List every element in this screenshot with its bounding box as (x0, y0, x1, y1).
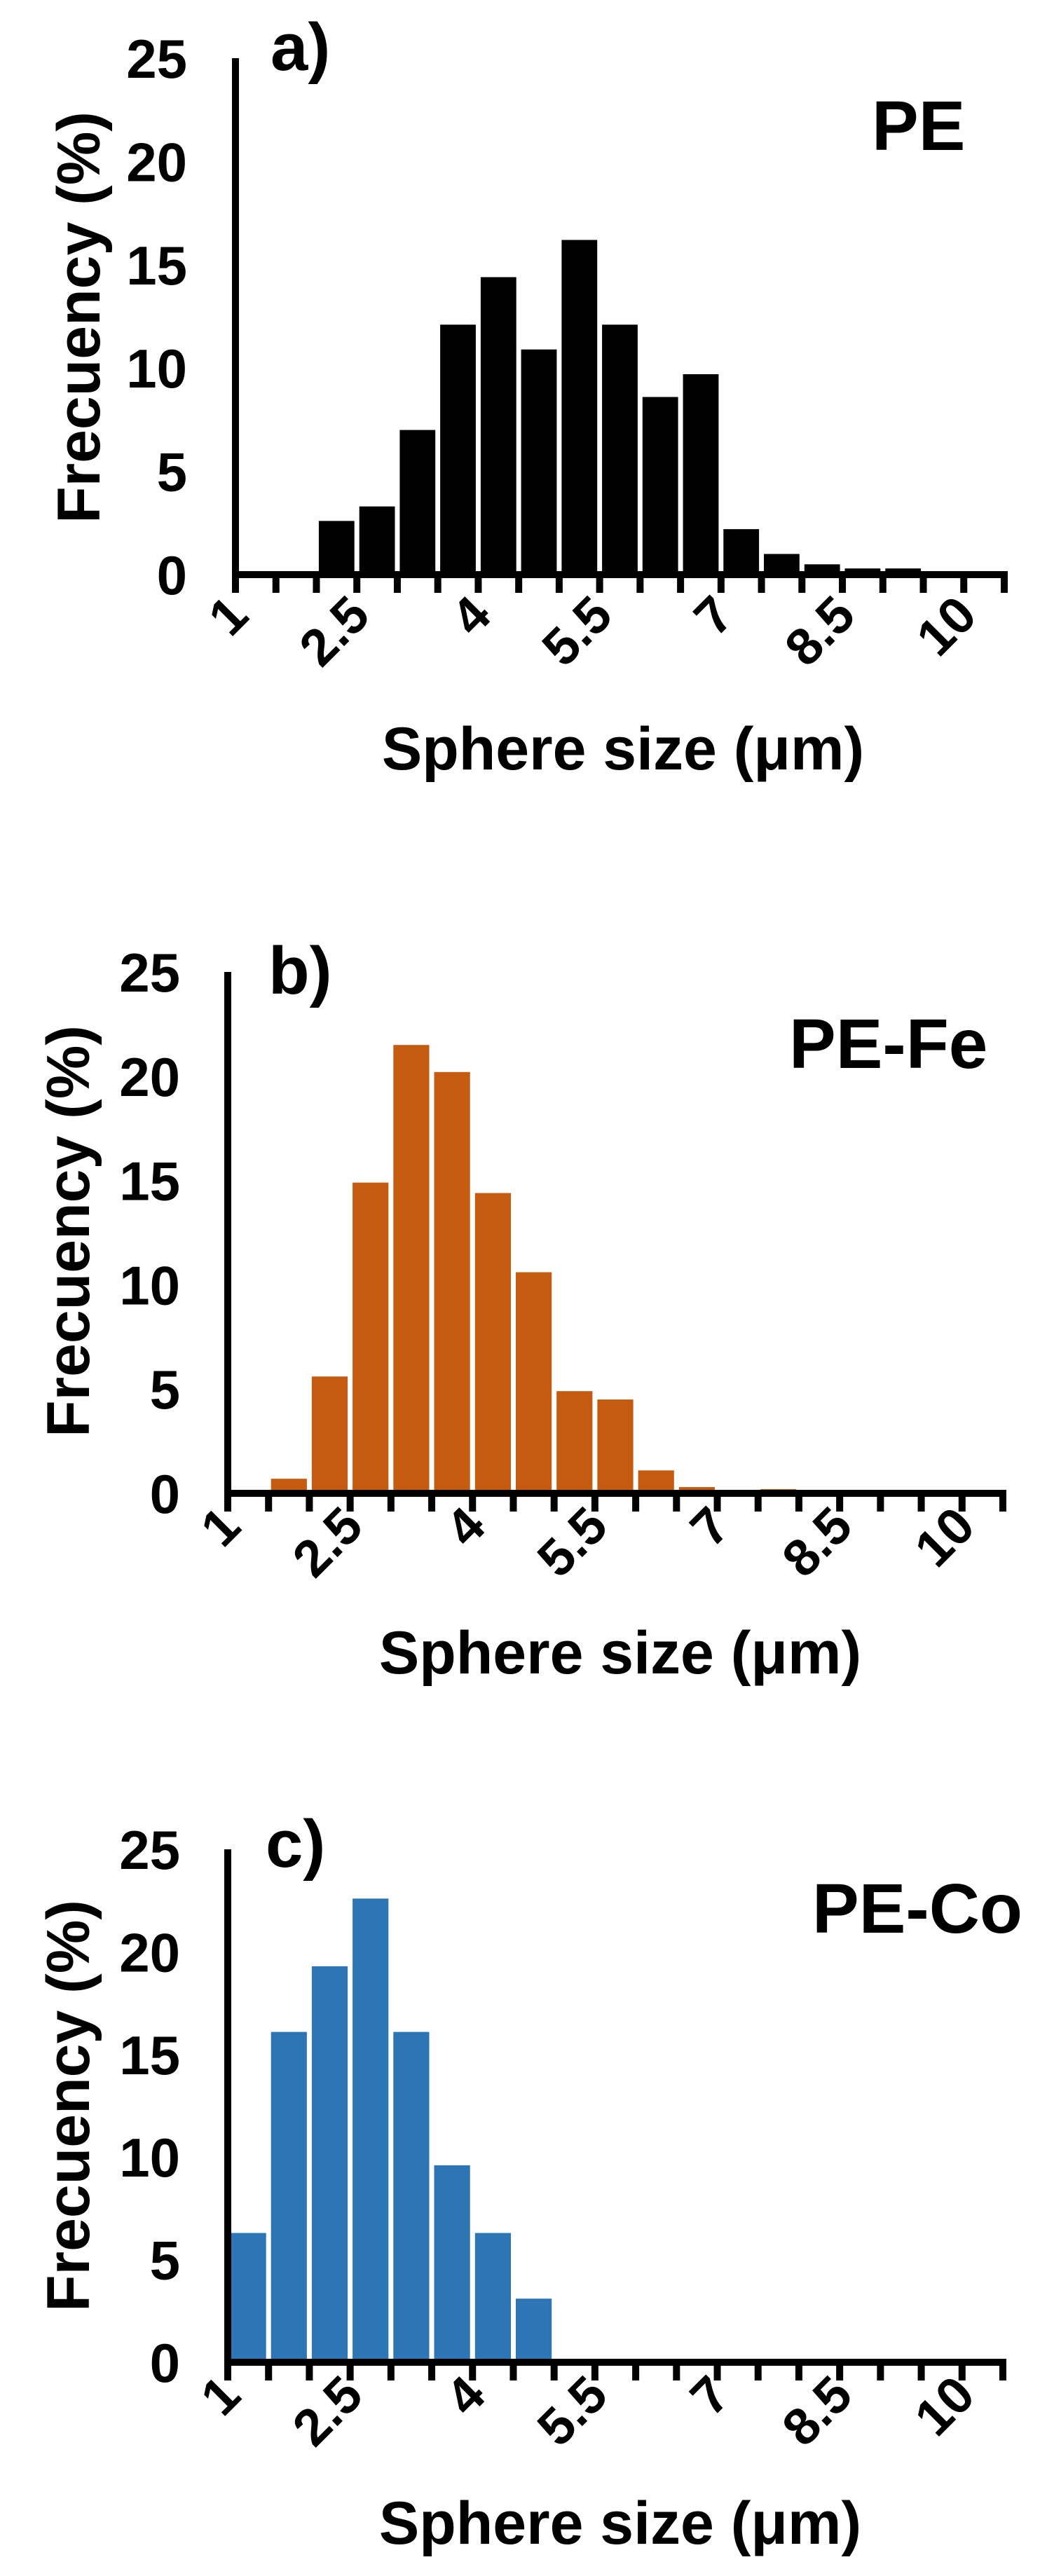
x-tick-label: 5.5 (531, 585, 622, 677)
chart-panel-c: 0 5 10 15 20 25 1 2.5 4 5.5 7 8.5 10 Frecuency (%) … (0, 1780, 1054, 2576)
histogram-bar (638, 1470, 674, 1493)
histogram-bar (271, 1479, 307, 1493)
histogram-bar (440, 324, 476, 575)
x-tick-label: 1 (190, 1496, 252, 1558)
series-label: PE (872, 87, 965, 165)
x-tick-label: 1 (198, 585, 259, 647)
x-tick-label: 4 (440, 585, 502, 647)
x-tick-label: 7 (679, 2365, 741, 2427)
histogram-bar (311, 1966, 348, 2362)
y-tick-label: 20 (119, 1921, 180, 1983)
y-tick-label: 5 (157, 441, 187, 503)
axes-group (224, 1849, 1006, 2380)
histogram-bar (399, 430, 436, 575)
histogram-bar (556, 1391, 593, 1493)
x-axis-title: Sphere size (μm) (382, 715, 864, 783)
histogram-bar (480, 277, 516, 575)
histogram-bar (353, 1182, 389, 1493)
x-tick-label: 10 (903, 2365, 985, 2447)
y-axis-title: Frecuency (%) (35, 1900, 102, 2312)
x-tick-labels: 1 2.5 4 5.5 7 8.5 10 (198, 585, 987, 677)
x-tick-label: 10 (903, 1496, 985, 1578)
histogram-bar (521, 349, 557, 575)
x-tick-label: 5.5 (526, 2365, 618, 2457)
histogram-bar (561, 240, 598, 575)
series-label: PE-Fe (789, 1005, 987, 1083)
x-axis-title: Sphere size (μm) (379, 2490, 861, 2557)
x-tick-label: 7 (683, 585, 744, 647)
histogram-bar (602, 324, 638, 575)
histogram-bar (359, 506, 395, 575)
x-tick-label: 2.5 (288, 585, 380, 677)
x-tick-label: 8.5 (771, 1496, 863, 1588)
chart-panel-a: 0 5 10 15 20 25 1 2.5 4 5.5 7 8.5 10 Frecuency (%) … (0, 0, 1054, 806)
y-tick-label: 0 (150, 1463, 180, 1525)
y-tick-labels: 0 5 10 15 20 25 (119, 942, 180, 1525)
x-tick-label: 1 (190, 2365, 252, 2427)
histogram-bar (474, 1193, 511, 1493)
x-tick-label: 4 (434, 1496, 496, 1558)
x-tick-label: 2.5 (281, 2365, 373, 2457)
histogram-bar (642, 397, 678, 575)
y-tick-label: 25 (119, 942, 180, 1003)
histogram-bar (318, 521, 355, 575)
y-axis-title: Frecuency (%) (35, 1025, 102, 1437)
histogram-bar (516, 1272, 552, 1493)
histogram-bar (434, 1071, 470, 1493)
y-tick-label: 25 (119, 1819, 180, 1881)
y-tick-label: 5 (150, 1359, 180, 1420)
x-axis-title: Sphere size (μm) (379, 1619, 861, 1687)
y-tick-label: 15 (126, 235, 187, 296)
chart-panel-b: 0 5 10 15 20 25 1 2.5 4 5.5 7 8.5 10 Frecuency (%) … (0, 911, 1054, 1717)
y-tick-label: 20 (126, 131, 187, 193)
y-tick-label: 0 (150, 2332, 180, 2394)
x-tick-label: 4 (434, 2365, 496, 2427)
y-tick-label: 15 (119, 1151, 180, 1212)
x-tick-label: 8.5 (774, 585, 865, 677)
y-tick-label: 0 (157, 544, 187, 606)
panel-letter: a) (271, 10, 330, 85)
histogram-bar (683, 374, 719, 575)
x-tick-label: 5.5 (526, 1496, 618, 1588)
y-tick-label: 10 (119, 2127, 180, 2188)
panel-letter: c) (266, 1807, 325, 1882)
histogram-bar (311, 1376, 348, 1493)
y-tick-label: 25 (126, 28, 187, 90)
y-tick-label: 20 (119, 1046, 180, 1108)
x-tick-label: 7 (679, 1496, 741, 1558)
y-tick-label: 5 (150, 2230, 180, 2291)
histogram-bar (393, 2032, 430, 2362)
bars-group (318, 240, 1002, 575)
panel-letter: b) (268, 933, 332, 1008)
histogram-bar (393, 1045, 430, 1493)
histogram-bar (353, 1898, 389, 2362)
histogram-bar (230, 2233, 266, 2362)
y-tick-label: 10 (126, 338, 187, 399)
histogram-bar (723, 529, 760, 575)
x-tick-label: 2.5 (281, 1496, 373, 1588)
histogram-bar (597, 1399, 634, 1493)
bars-group (271, 1045, 797, 1493)
y-tick-labels: 0 5 10 15 20 25 (119, 1819, 180, 2394)
y-axis-title: Frecuency (%) (46, 111, 113, 523)
x-tick-label: 8.5 (771, 2365, 863, 2457)
histogram-bar (434, 2165, 470, 2362)
y-tick-label: 10 (119, 1254, 180, 1316)
histogram-bar (474, 2233, 511, 2362)
series-label: PE-Co (812, 1870, 1022, 1948)
axes-group (232, 58, 1008, 593)
y-tick-label: 15 (119, 2025, 180, 2086)
histogram-bar (271, 2032, 307, 2362)
x-tick-label: 10 (905, 585, 987, 667)
bars-group (230, 1898, 552, 2362)
y-tick-labels: 0 5 10 15 20 25 (126, 28, 187, 606)
axes-group (224, 972, 1006, 1512)
histogram-bar (516, 2298, 552, 2362)
